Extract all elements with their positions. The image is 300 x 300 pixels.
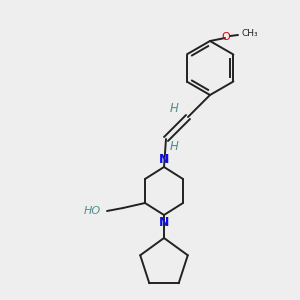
Text: N: N [159,153,169,166]
Text: O: O [222,32,230,42]
Text: N: N [159,216,169,229]
Text: H: H [169,103,178,116]
Text: HO: HO [84,206,101,216]
Text: CH₃: CH₃ [242,28,259,38]
Text: H: H [169,140,178,154]
